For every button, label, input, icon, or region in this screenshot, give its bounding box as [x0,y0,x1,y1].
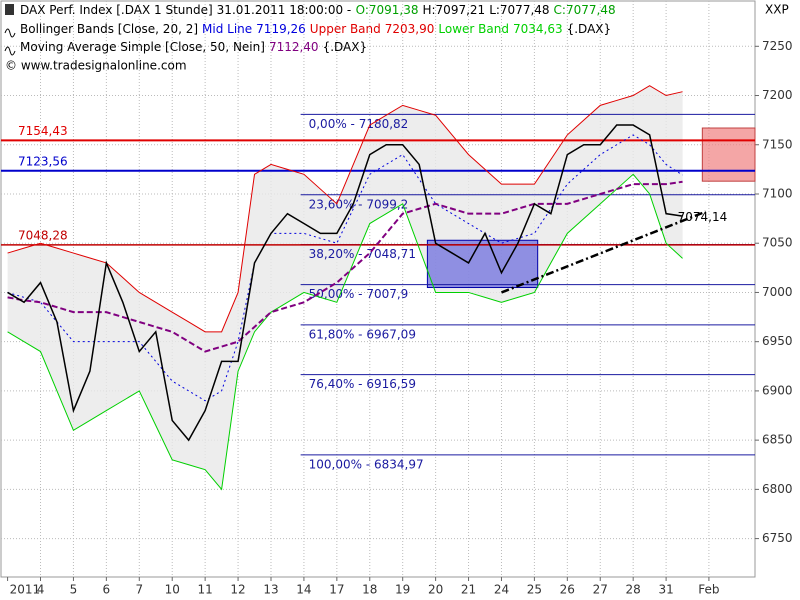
header-line: Moving Average Simple [Close, 50, Nein] 7… [20,40,367,54]
y-tick-label: 7250 [762,39,793,53]
x-tick-label: 24 [494,583,509,597]
x-tick-label: 14 [296,583,311,597]
legend-icon [4,28,16,38]
x-tick-label: 20 [428,583,443,597]
x-tick-label: 17 [329,583,344,597]
band-fill [7,85,683,490]
x-tick-label: 19 [395,583,410,597]
y-tick-label: 7150 [762,137,793,151]
legend-name: Moving Average Simple [Close, 50, Nein] [20,40,265,54]
box [426,239,539,289]
legend-name: Upper Band [310,22,381,36]
x-tick-label: 21 [461,583,476,597]
x-tick-label: 6 [103,583,111,597]
legend-value: 7112,40 [269,40,319,54]
header-ohlc: H:7097,21 [422,3,485,17]
header-datetime: 31.01.2011 18:00:00 - [217,3,352,17]
x-tick-label: 28 [626,583,641,597]
x-tick-label: 12 [230,583,245,597]
legend-suffix: {.DAX} [323,40,368,54]
x-tick-label: 13 [263,583,278,597]
fib-label: 76,40% - 6916,59 [309,377,416,391]
y-tick-label: 7000 [762,285,793,299]
y-tick-label: 6900 [762,383,793,397]
x-tick-label: Feb [698,583,719,597]
x-tick-label: 7 [135,583,143,597]
legend-name: Mid Line [202,22,252,36]
series-line [7,134,683,402]
y-tick-label: 6850 [762,433,793,447]
y-tick-label: 7050 [762,236,793,250]
header-ohlc: L:7077,48 [489,3,549,17]
x-tick-label: 4 [37,583,45,597]
watermark: © www.tradesignalonline.com [5,59,187,73]
legend-value: 7034,63 [513,22,563,36]
x-tick-label: 2011 [10,583,41,597]
fib-label: 0,00% - 7180,82 [309,117,409,131]
box [701,127,756,182]
y-tick-label: 7100 [762,186,793,200]
series-line [7,180,683,353]
x-tick-label: 31 [658,583,673,597]
x-tick-label: 27 [593,583,608,597]
x-tick-label: 10 [165,583,180,597]
y-tick-label: 6750 [762,531,793,545]
header-title: DAX Perf. Index [.DAX 1 Stunde] [20,3,213,17]
header-ohlc: C:7077,48 [554,3,616,17]
y-axis-label: XXP [765,3,789,17]
trendline [501,210,707,294]
series-line [7,124,683,442]
fib-label: 38,20% - 7048,71 [309,247,416,261]
x-tick-label: 26 [560,583,575,597]
legend-label: Bollinger Bands [Close, 20, 2] [20,22,198,36]
y-tick-label: 7200 [762,88,793,102]
trendline-label: 7074,14 [678,210,728,224]
fib-label: 100,00% - 6834,97 [309,457,424,471]
legend-icon [4,46,16,56]
x-tick-label: 18 [362,583,377,597]
series-line [7,85,683,333]
y-tick-label: 6800 [762,482,793,496]
legend-name: Lower Band [438,22,509,36]
fib-label: 50,00% - 7007,9 [309,287,409,301]
x-tick-label: 11 [197,583,212,597]
legend-value: 7119,26 [256,22,306,36]
fib-label: 61,80% - 6967,09 [309,327,416,341]
x-tick-label: 25 [527,583,542,597]
x-tick-label: 5 [70,583,78,597]
level-label: 7123,56 [18,154,68,168]
header-line: DAX Perf. Index [.DAX 1 Stunde] 31.01.201… [20,3,616,17]
level-label: 7154,43 [18,124,68,138]
header-icon [5,4,14,15]
legend-suffix: {.DAX} [567,22,612,36]
level-label: 7048,28 [18,228,68,242]
legend-value: 7203,90 [385,22,435,36]
y-tick-label: 6950 [762,334,793,348]
header-line: Bollinger Bands [Close, 20, 2] Mid Line 71… [20,22,611,36]
series-line [7,173,683,491]
header-ohlc: O:7091,38 [356,3,419,17]
